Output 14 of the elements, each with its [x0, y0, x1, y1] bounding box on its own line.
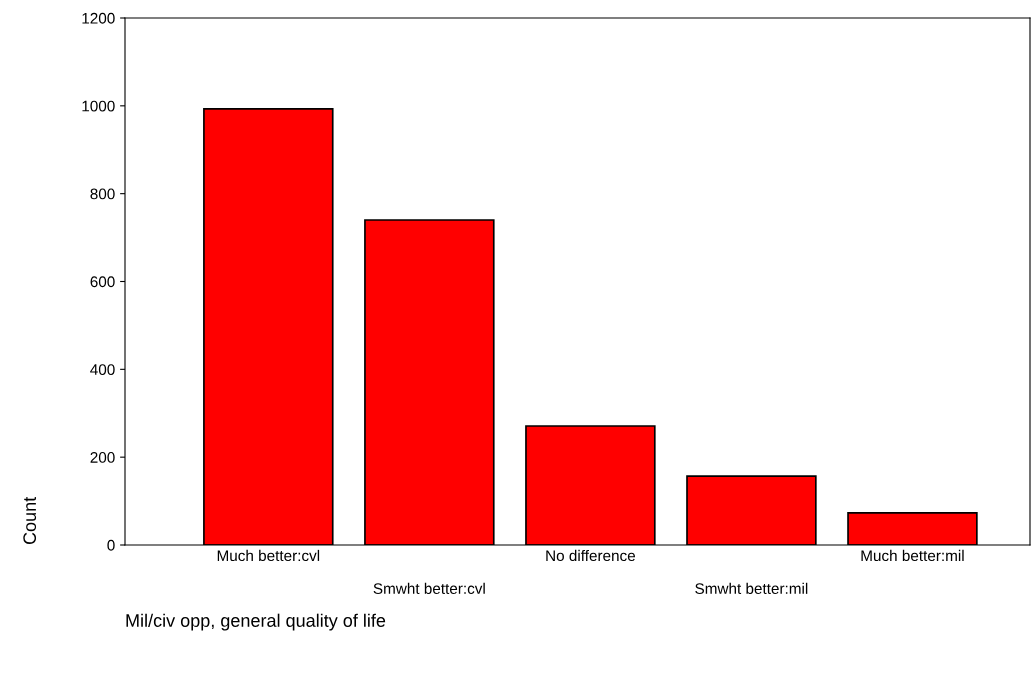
y-axis-title: Count: [23, 496, 37, 545]
x-tick-label: Much better:mil: [861, 549, 964, 562]
x-axis-title: Mil/civ opp, general quality of life: [126, 613, 386, 631]
x-tick-label: Smwht better:cvl: [373, 582, 485, 594]
y-tick-label: 1200: [82, 12, 115, 24]
x-tick-label: Much better:cvl: [217, 549, 320, 562]
x-tick-label: Smwht better:mil: [695, 582, 808, 594]
x-tick-label: No difference: [546, 549, 636, 562]
y-tick-label: 600: [90, 276, 115, 288]
y-tick-label: 1000: [82, 100, 115, 112]
y-tick-label: 800: [90, 188, 115, 200]
y-tick-label: 0: [107, 539, 115, 551]
y-tick-label: 400: [90, 364, 115, 376]
y-tick-label: 200: [90, 452, 115, 463]
